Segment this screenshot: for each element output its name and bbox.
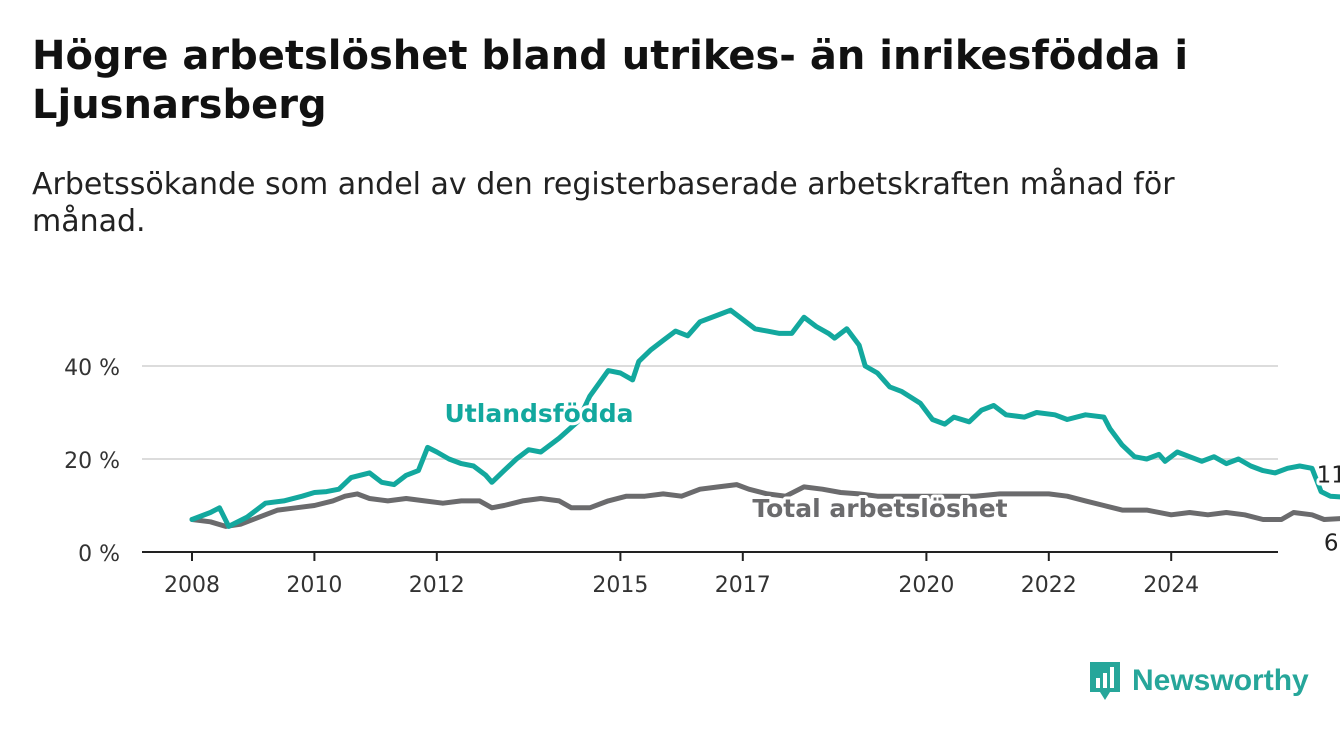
- x-tick-label: 2024: [1143, 573, 1199, 598]
- x-tick-label: 2012: [409, 573, 465, 598]
- end-value-total: 6,8 %: [1324, 530, 1340, 556]
- x-tick-label: 2010: [286, 573, 342, 598]
- bar-chart-logo-icon: [1090, 662, 1120, 700]
- series-line-total: [189, 482, 1340, 529]
- x-tick-label: 2020: [898, 573, 954, 598]
- chart-title: Högre arbetslöshet bland utrikes- än inr…: [32, 33, 1189, 128]
- series-labels: Utlandsfödda Total arbetslöshet 11,5 % 6,8 …: [442, 396, 1340, 559]
- series-line-utlandsfodda: [189, 307, 1340, 529]
- series-label-total: Total arbetslöshet: [752, 494, 1007, 523]
- x-tick-label: 2015: [592, 573, 648, 598]
- end-value-utlandsfodda: 11,5 %: [1317, 463, 1340, 489]
- brand-name: Newsworthy: [1132, 664, 1309, 697]
- x-axis: 2008 2010 2012 2015 2017 2020 2022 2024: [142, 551, 1278, 598]
- x-tick-label: 2022: [1021, 573, 1077, 598]
- y-tick-label: 40 %: [64, 356, 120, 381]
- x-tick-label: 2008: [164, 573, 220, 598]
- series-label-utlandsfodda: Utlandsfödda: [445, 399, 634, 428]
- x-tick-label: 2017: [715, 573, 771, 598]
- y-axis-labels: 0 % 20 % 40 %: [64, 356, 120, 567]
- grid-lines: [142, 365, 1278, 460]
- newsworthy-logo: Newsworthy: [1088, 660, 1309, 702]
- y-tick-label: 0 %: [78, 542, 120, 567]
- chart-subtitle: Arbetssökande som andel av den registerb…: [32, 167, 1175, 239]
- series-lines: [189, 307, 1340, 529]
- y-tick-label: 20 %: [64, 449, 120, 474]
